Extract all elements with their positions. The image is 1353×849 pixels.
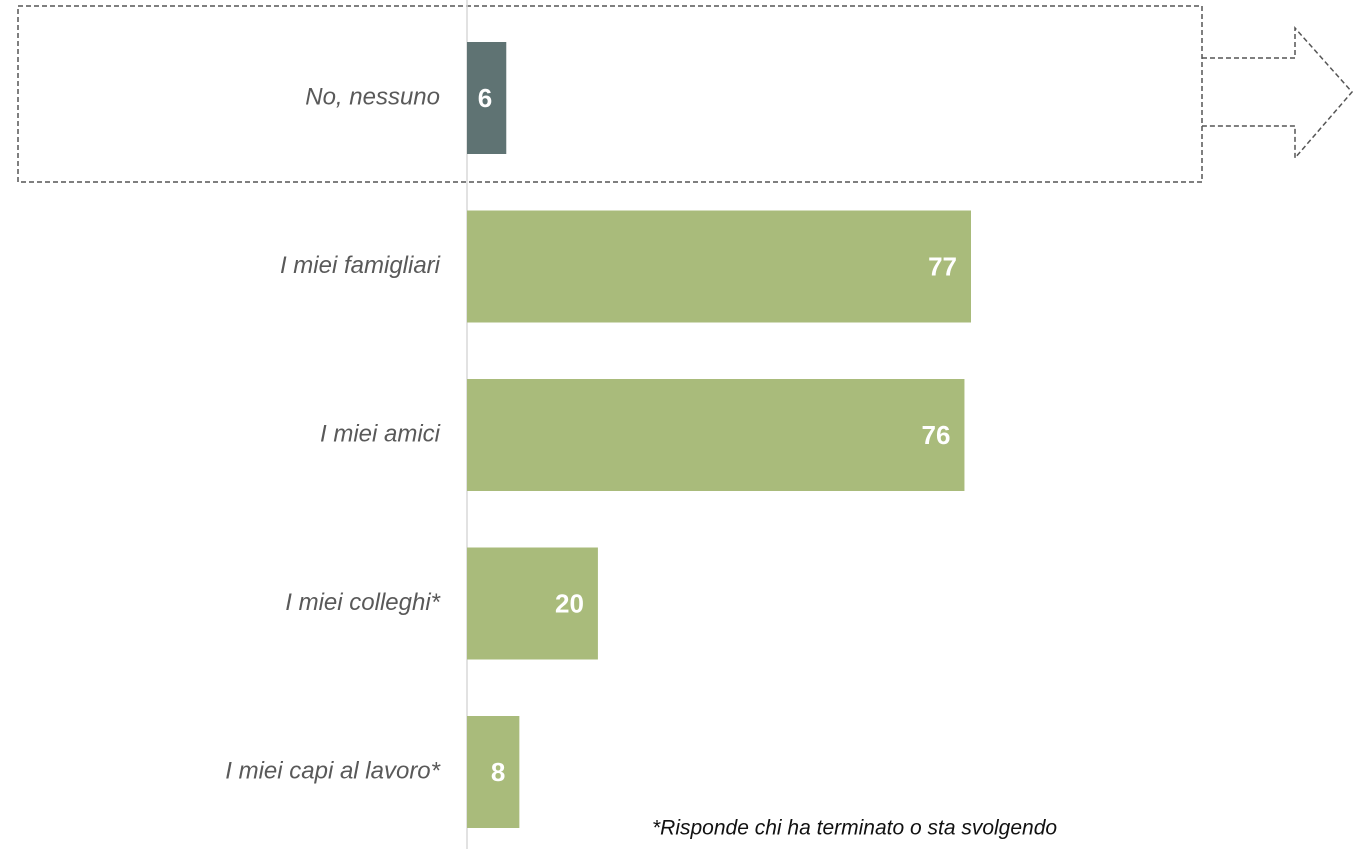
category-label: I miei capi al lavoro* (225, 757, 440, 784)
value-label: 76 (922, 420, 951, 450)
bar (467, 379, 965, 491)
footnote: *Risponde chi ha terminato o sta svolgen… (652, 817, 1057, 840)
value-label: 77 (928, 251, 957, 281)
category-label: No, nessuno (305, 83, 440, 110)
category-label: I miei famigliari (280, 252, 441, 279)
bar (467, 210, 971, 323)
category-label: I miei amici (320, 420, 441, 447)
highlight-box (17, 5, 1203, 183)
bar (467, 547, 598, 660)
value-label: 8 (491, 757, 505, 787)
category-label: I miei colleghi* (285, 589, 440, 616)
bar (467, 716, 520, 828)
value-label: 6 (478, 83, 492, 113)
value-label: 20 (555, 588, 584, 618)
bar (467, 42, 507, 154)
highlight-arrow (1202, 26, 1353, 161)
